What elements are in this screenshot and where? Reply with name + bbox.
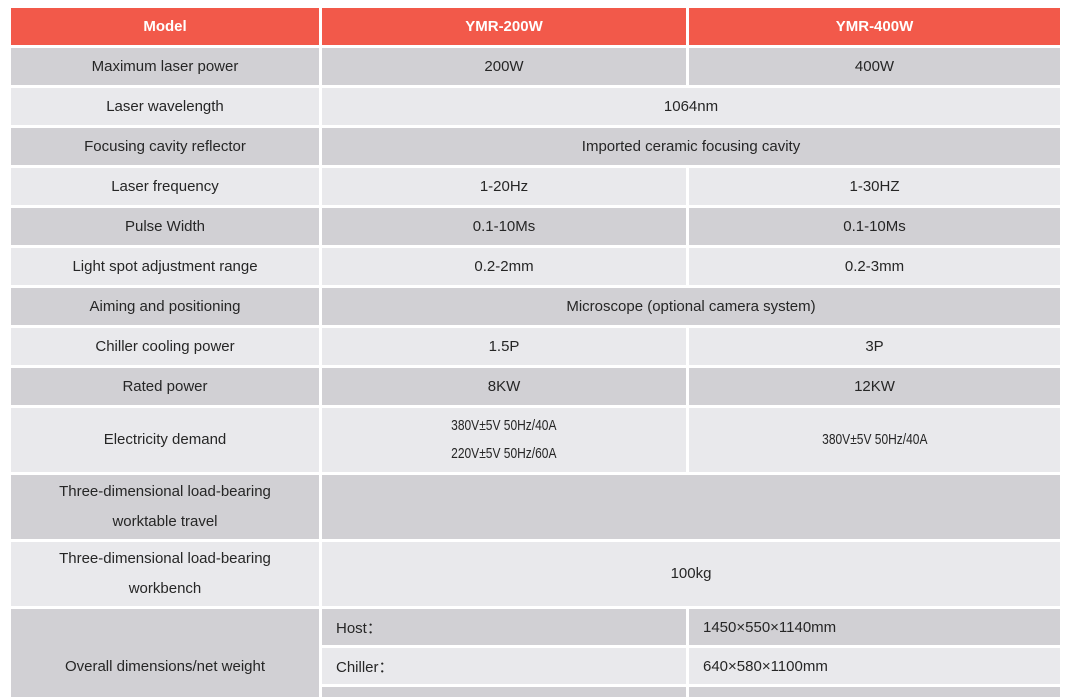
dimension-chiller-value: 640×580×1100mm bbox=[689, 648, 1060, 684]
row-label: Three-dimensional load-bearing workbench bbox=[11, 542, 319, 606]
row-aiming-and-positioning: Aiming and positioning Microscope (optio… bbox=[11, 288, 1060, 325]
value-merged: Imported ceramic focusing cavity bbox=[322, 128, 1060, 165]
row-electricity-demand: Electricity demand 380V±5V 50Hz/40A 220V… bbox=[11, 408, 1060, 472]
value-merged-empty bbox=[322, 475, 1060, 539]
value-ymr-400w: 1-30HZ bbox=[689, 168, 1060, 205]
dimension-chiller-label: Chiller： bbox=[322, 648, 686, 684]
row-rated-power: Rated power 8KW 12KW bbox=[11, 368, 1060, 405]
dimension-workbench-value: 550×400×700mm bbox=[689, 687, 1060, 697]
row-chiller-cooling-power: Chiller cooling power 1.5P 3P bbox=[11, 328, 1060, 365]
row-maximum-laser-power: Maximum laser power 200W 400W bbox=[11, 48, 1060, 85]
row-pulse-width: Pulse Width 0.1-10Ms 0.1-10Ms bbox=[11, 208, 1060, 245]
row-label: Laser wavelength bbox=[11, 88, 319, 125]
row-workbench-load: Three-dimensional load-bearing workbench… bbox=[11, 542, 1060, 606]
header-ymr-400w: YMR-400W bbox=[689, 8, 1060, 45]
row-label: Overall dimensions/net weight bbox=[11, 609, 319, 697]
value-ymr-200w: 1.5P bbox=[322, 328, 686, 365]
electricity-values-200w: 380V±5V 50Hz/40A 220V±5V 50Hz/60A bbox=[451, 416, 557, 462]
header-row: Model YMR-200W YMR-400W bbox=[11, 8, 1060, 45]
row-label: Electricity demand bbox=[11, 408, 319, 472]
row-overall-dimensions-host: Overall dimensions/net weight Host： 1450… bbox=[11, 609, 1060, 697]
row-label: Maximum laser power bbox=[11, 48, 319, 85]
row-label: Three-dimensional load-bearing worktable… bbox=[11, 475, 319, 539]
row-light-spot-adjustment-range: Light spot adjustment range 0.2-2mm 0.2-… bbox=[11, 248, 1060, 285]
row-label: Aiming and positioning bbox=[11, 288, 319, 325]
value-ymr-400w: 380V±5V 50Hz/40A bbox=[689, 408, 1060, 472]
value-ymr-200w: 0.1-10Ms bbox=[322, 208, 686, 245]
value-ymr-400w: 400W bbox=[689, 48, 1060, 85]
header-ymr-200w: YMR-200W bbox=[322, 8, 686, 45]
value-ymr-400w: 12KW bbox=[689, 368, 1060, 405]
electricity-value-400w: 380V±5V 50Hz/40A bbox=[821, 431, 928, 448]
value-merged: Microscope (optional camera system) bbox=[322, 288, 1060, 325]
value-merged: 100kg bbox=[322, 542, 1060, 606]
value-ymr-200w: 1-20Hz bbox=[322, 168, 686, 205]
dimension-workbench-label: Three-dimensional load-bearing workbench… bbox=[322, 687, 686, 697]
value-ymr-200w: 0.2-2mm bbox=[322, 248, 686, 285]
dimension-host-value: 1450×550×1140mm bbox=[689, 609, 1060, 645]
row-label: Laser frequency bbox=[11, 168, 319, 205]
value-ymr-200w: 380V±5V 50Hz/40A 220V±5V 50Hz/60A bbox=[322, 408, 686, 472]
value-ymr-200w: 200W bbox=[322, 48, 686, 85]
row-label: Pulse Width bbox=[11, 208, 319, 245]
row-overall-dimensions-chiller: Chiller： 640×580×1100mm bbox=[11, 648, 1060, 684]
spec-table: Model YMR-200W YMR-400W Maximum laser po… bbox=[8, 5, 1063, 697]
value-ymr-400w: 0.2-3mm bbox=[689, 248, 1060, 285]
value-merged: 1064nm bbox=[322, 88, 1060, 125]
row-worktable-travel: Three-dimensional load-bearing worktable… bbox=[11, 475, 1060, 539]
header-model: Model bbox=[11, 8, 319, 45]
dimension-host-label: Host： bbox=[322, 609, 686, 645]
row-laser-wavelength: Laser wavelength 1064nm bbox=[11, 88, 1060, 125]
row-laser-frequency: Laser frequency 1-20Hz 1-30HZ bbox=[11, 168, 1060, 205]
value-ymr-400w: 0.1-10Ms bbox=[689, 208, 1060, 245]
value-ymr-200w: 8KW bbox=[322, 368, 686, 405]
row-label: Rated power bbox=[11, 368, 319, 405]
row-label: Chiller cooling power bbox=[11, 328, 319, 365]
row-focusing-cavity-reflector: Focusing cavity reflector Imported ceram… bbox=[11, 128, 1060, 165]
row-label: Focusing cavity reflector bbox=[11, 128, 319, 165]
row-label: Light spot adjustment range bbox=[11, 248, 319, 285]
value-ymr-400w: 3P bbox=[689, 328, 1060, 365]
